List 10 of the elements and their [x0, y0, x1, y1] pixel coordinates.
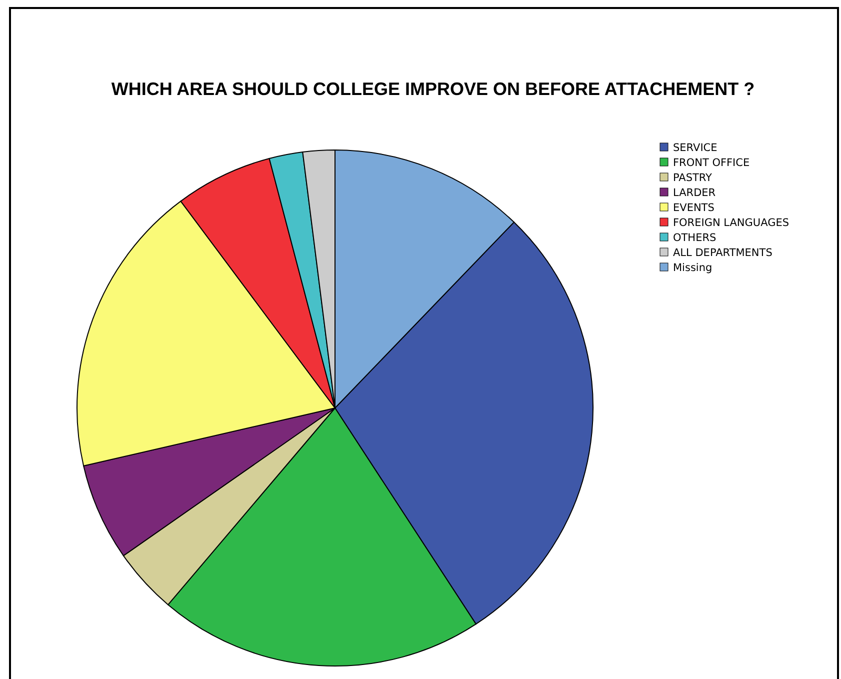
legend-label: OTHERS — [673, 232, 717, 244]
legend-label: ALL DEPARTMENTS — [673, 247, 773, 259]
legend-label: FOREIGN LANGUAGES — [673, 217, 790, 229]
legend-label: FRONT OFFICE — [673, 157, 750, 169]
legend-label: EVENTS — [673, 202, 715, 214]
chart-title: WHICH AREA SHOULD COLLEGE IMPROVE ON BEFORE ATTACHEMENT ? — [111, 79, 755, 99]
legend-label: LARDER — [673, 187, 716, 199]
legend-label: Missing — [673, 262, 712, 274]
legend-label: SERVICE — [673, 142, 718, 154]
legend-label: PASTRY — [673, 172, 713, 184]
